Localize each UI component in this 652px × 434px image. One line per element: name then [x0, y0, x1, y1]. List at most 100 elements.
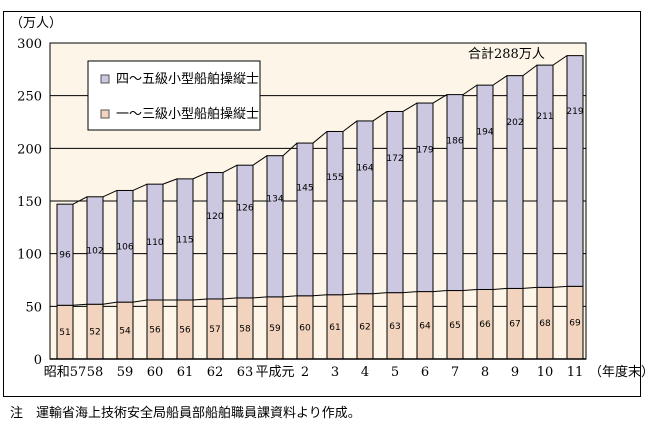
data-label-upper: 145 — [296, 183, 313, 193]
data-label-lower: 56 — [149, 326, 161, 336]
x-tick-label: 7 — [451, 365, 459, 380]
connector-line-total — [462, 84, 478, 96]
bar-segment-upper — [296, 142, 314, 297]
data-label-upper: 186 — [446, 137, 463, 147]
connector-line-total — [552, 55, 568, 66]
connector-line-lower — [402, 291, 418, 294]
bar-segment-upper — [146, 183, 164, 301]
x-tick-label: 61 — [177, 365, 194, 380]
data-label-lower: 65 — [449, 321, 460, 331]
x-tick-label: 平成元 — [255, 365, 294, 380]
bar-segment-upper — [116, 189, 134, 303]
data-label-upper: 219 — [566, 107, 583, 117]
bar-segment-upper — [56, 203, 74, 306]
data-label-lower: 59 — [269, 324, 281, 334]
connector-line-total — [372, 111, 388, 122]
data-label-upper: 211 — [536, 112, 553, 122]
data-label-upper: 115 — [176, 235, 193, 245]
data-label-lower: 56 — [179, 326, 191, 336]
y-tick-label: 150 — [17, 195, 42, 210]
connector-line-lower — [192, 298, 208, 301]
x-tick-label: 58 — [87, 365, 104, 380]
data-label-upper: 194 — [476, 127, 493, 137]
connector-line-total — [162, 178, 178, 185]
data-label-lower: 62 — [359, 322, 370, 332]
bar-segment-upper — [236, 164, 254, 299]
data-label-lower: 69 — [569, 319, 581, 329]
x-tick-label: 8 — [481, 365, 489, 380]
y-tick-label: 100 — [17, 248, 42, 263]
connector-line-total — [432, 94, 448, 104]
x-tick-label: 2 — [301, 365, 309, 380]
x-tick-label: 5 — [391, 365, 399, 380]
connector-line-total — [342, 120, 358, 132]
bar-segment-upper — [476, 84, 494, 290]
x-tick-label: 3 — [331, 365, 339, 380]
data-label-lower: 57 — [209, 325, 220, 335]
bar-segment-upper — [176, 178, 194, 301]
bar-segment-upper — [416, 102, 434, 293]
x-tick-label: 59 — [117, 365, 134, 380]
connector-line-total — [72, 196, 88, 205]
x-tick-label: 6 — [421, 365, 429, 380]
bar-segment-upper — [536, 64, 554, 288]
connector-line-total — [192, 172, 208, 180]
bar-segment-upper — [206, 172, 224, 300]
legend-swatch-lower — [100, 109, 110, 119]
bar-segment-upper — [566, 55, 584, 287]
connector-line-total — [252, 155, 268, 166]
connector-line-total — [282, 142, 298, 157]
chart-frame — [3, 11, 641, 397]
connector-line-lower — [132, 299, 148, 303]
connector-line-lower — [222, 297, 238, 300]
bar-segment-upper — [266, 155, 284, 298]
data-label-upper: 155 — [326, 173, 343, 183]
data-label-upper: 102 — [86, 247, 103, 257]
x-tick-label: 4 — [361, 365, 369, 380]
connector-line-lower — [492, 287, 508, 290]
connector-line-total — [492, 75, 508, 86]
data-label-lower: 61 — [329, 323, 340, 333]
x-tick-label: 63 — [237, 365, 254, 380]
x-axis-label: （年度末） — [589, 364, 652, 380]
data-label-upper: 134 — [266, 194, 283, 204]
legend — [87, 60, 261, 131]
bar-segment-upper — [326, 130, 344, 296]
connector-line-lower — [342, 293, 358, 296]
y-tick-label: 50 — [25, 300, 42, 315]
source-note: 注 運輸省海上技術安全局船員部船舶職員課資料より作成。 — [10, 406, 361, 421]
x-tick-label: 10 — [537, 365, 554, 380]
total-annotation: 合計288万人 — [468, 46, 545, 62]
connector-line-lower — [282, 295, 298, 298]
data-label-upper: 202 — [506, 118, 523, 128]
y-axis-label: （万人） — [10, 16, 62, 31]
data-label-upper: 126 — [236, 204, 253, 214]
bar-segment-upper — [86, 196, 104, 305]
y-tick-label: 250 — [17, 90, 42, 105]
y-tick-label: 200 — [17, 142, 42, 157]
connector-line-total — [522, 64, 538, 77]
legend-label-lower: 一～三級小型船舶操縦士 — [116, 106, 259, 122]
bar-segment-upper — [386, 110, 404, 294]
data-label-upper: 172 — [386, 154, 403, 164]
connector-line-total — [102, 190, 118, 198]
connector-line-lower — [312, 294, 328, 297]
data-label-upper: 96 — [59, 251, 71, 261]
data-label-upper: 164 — [356, 163, 373, 173]
data-label-upper: 179 — [416, 145, 433, 155]
connector-line-lower — [552, 285, 568, 288]
data-label-lower: 52 — [89, 328, 100, 338]
connector-line-total — [132, 183, 148, 191]
connector-line-lower — [432, 290, 448, 293]
data-label-lower: 68 — [539, 319, 551, 329]
x-tick-label: 昭和57 — [44, 365, 87, 380]
bar-segment-upper — [446, 94, 464, 292]
x-tick-label: 9 — [511, 365, 519, 380]
data-label-lower: 58 — [239, 324, 251, 334]
data-label-lower: 67 — [509, 320, 520, 330]
data-label-lower: 60 — [299, 323, 311, 333]
connector-line-lower — [522, 286, 538, 289]
data-label-lower: 54 — [119, 327, 131, 337]
x-tick-label: 60 — [147, 365, 164, 380]
